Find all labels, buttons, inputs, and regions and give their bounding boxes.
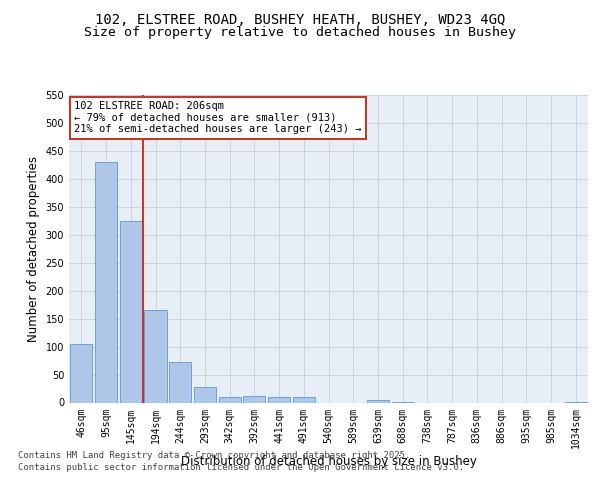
Text: 102 ELSTREE ROAD: 206sqm
← 79% of detached houses are smaller (913)
21% of semi-: 102 ELSTREE ROAD: 206sqm ← 79% of detach… [74, 101, 362, 134]
Bar [194, 387, 216, 402]
Bar [218, 397, 241, 402]
Bar [95, 162, 117, 402]
Bar [119, 221, 142, 402]
Y-axis label: Number of detached properties: Number of detached properties [27, 156, 40, 342]
Bar [169, 362, 191, 403]
Bar [268, 397, 290, 402]
Bar [367, 400, 389, 402]
Bar [243, 396, 265, 402]
X-axis label: Distribution of detached houses by size in Bushey: Distribution of detached houses by size … [181, 456, 476, 468]
Text: Contains HM Land Registry data © Crown copyright and database right 2025.: Contains HM Land Registry data © Crown c… [18, 450, 410, 460]
Bar [145, 310, 167, 402]
Text: Size of property relative to detached houses in Bushey: Size of property relative to detached ho… [84, 26, 516, 39]
Bar [293, 398, 315, 402]
Bar [70, 344, 92, 403]
Text: 102, ELSTREE ROAD, BUSHEY HEATH, BUSHEY, WD23 4GQ: 102, ELSTREE ROAD, BUSHEY HEATH, BUSHEY,… [95, 12, 505, 26]
Text: Contains public sector information licensed under the Open Government Licence v3: Contains public sector information licen… [18, 463, 464, 472]
